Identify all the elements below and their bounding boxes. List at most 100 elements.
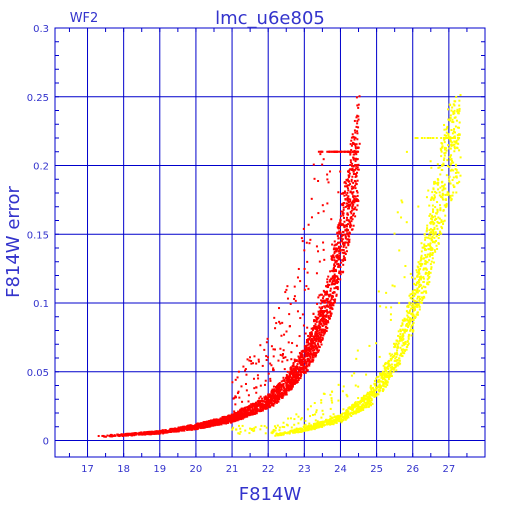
data-point bbox=[329, 312, 332, 315]
data-point bbox=[419, 275, 422, 278]
data-point bbox=[444, 151, 447, 154]
data-point bbox=[248, 408, 251, 411]
data-point bbox=[446, 137, 449, 139]
data-point bbox=[149, 432, 152, 435]
data-point bbox=[444, 204, 447, 207]
data-point bbox=[150, 431, 153, 434]
data-point bbox=[456, 126, 459, 129]
data-point bbox=[265, 397, 268, 400]
data-point bbox=[348, 238, 351, 241]
data-point bbox=[387, 367, 390, 370]
data-point bbox=[347, 244, 350, 247]
data-point bbox=[370, 401, 373, 404]
data-point bbox=[222, 422, 225, 425]
data-point bbox=[321, 300, 324, 303]
data-point bbox=[398, 359, 401, 362]
data-point bbox=[106, 434, 109, 437]
data-point bbox=[393, 359, 396, 362]
data-point bbox=[329, 407, 332, 410]
data-point bbox=[457, 138, 460, 141]
data-point bbox=[295, 413, 298, 416]
data-point bbox=[342, 214, 345, 217]
data-point bbox=[317, 313, 320, 316]
data-point bbox=[325, 315, 328, 318]
data-point bbox=[337, 150, 340, 153]
data-point bbox=[406, 305, 409, 308]
data-point bbox=[354, 131, 357, 134]
data-point bbox=[384, 382, 387, 385]
data-point bbox=[318, 260, 321, 263]
data-point bbox=[449, 194, 452, 197]
data-point bbox=[344, 253, 347, 256]
data-point bbox=[164, 429, 167, 432]
data-point bbox=[310, 346, 313, 349]
data-point bbox=[327, 275, 330, 278]
data-point bbox=[453, 147, 456, 150]
data-point bbox=[249, 413, 252, 416]
data-point bbox=[355, 199, 358, 202]
data-point bbox=[293, 418, 296, 421]
data-point bbox=[299, 374, 302, 377]
data-point bbox=[344, 418, 347, 421]
data-point bbox=[401, 335, 404, 338]
data-point bbox=[439, 209, 442, 212]
data-point bbox=[244, 407, 247, 410]
data-point bbox=[357, 115, 360, 118]
data-point bbox=[287, 431, 290, 434]
data-point bbox=[346, 170, 349, 173]
data-point bbox=[204, 423, 207, 426]
data-point bbox=[240, 414, 243, 417]
data-point bbox=[261, 408, 264, 411]
data-point bbox=[355, 357, 358, 360]
data-point bbox=[249, 356, 252, 359]
data-point bbox=[308, 353, 311, 356]
data-point bbox=[247, 400, 250, 403]
data-point bbox=[151, 432, 154, 435]
data-point bbox=[282, 386, 285, 389]
data-point bbox=[400, 216, 403, 219]
data-point bbox=[227, 420, 230, 423]
data-point bbox=[312, 427, 315, 430]
data-point bbox=[249, 412, 252, 415]
data-point bbox=[241, 413, 244, 416]
data-point bbox=[443, 219, 446, 222]
data-point bbox=[317, 426, 320, 429]
data-point bbox=[315, 318, 318, 321]
data-point bbox=[272, 355, 275, 358]
data-point bbox=[437, 178, 440, 181]
data-point bbox=[447, 193, 450, 196]
data-point bbox=[387, 360, 390, 363]
data-point bbox=[317, 250, 320, 253]
data-point bbox=[293, 379, 296, 382]
data-point bbox=[342, 224, 345, 227]
data-point bbox=[305, 341, 308, 344]
data-point bbox=[200, 424, 203, 427]
data-point bbox=[329, 417, 332, 420]
data-point bbox=[354, 152, 357, 155]
data-point bbox=[354, 172, 357, 175]
data-point bbox=[347, 176, 350, 179]
data-point bbox=[169, 430, 172, 433]
data-point bbox=[297, 369, 300, 372]
data-point bbox=[308, 338, 311, 341]
data-point bbox=[273, 425, 276, 428]
data-point bbox=[456, 182, 459, 185]
data-point bbox=[313, 342, 316, 345]
data-point bbox=[441, 192, 444, 195]
data-point bbox=[337, 419, 340, 422]
data-point bbox=[321, 204, 324, 207]
data-point bbox=[428, 229, 431, 232]
data-point bbox=[249, 409, 252, 412]
data-point bbox=[230, 413, 233, 416]
data-point bbox=[340, 150, 343, 153]
data-point bbox=[442, 188, 445, 191]
data-point bbox=[397, 346, 400, 349]
data-point bbox=[418, 289, 421, 292]
data-point bbox=[305, 344, 308, 347]
data-point bbox=[301, 350, 304, 353]
data-point bbox=[346, 199, 349, 202]
data-point bbox=[287, 378, 290, 381]
data-point bbox=[431, 220, 434, 223]
data-point bbox=[331, 422, 334, 425]
data-point bbox=[375, 377, 378, 380]
